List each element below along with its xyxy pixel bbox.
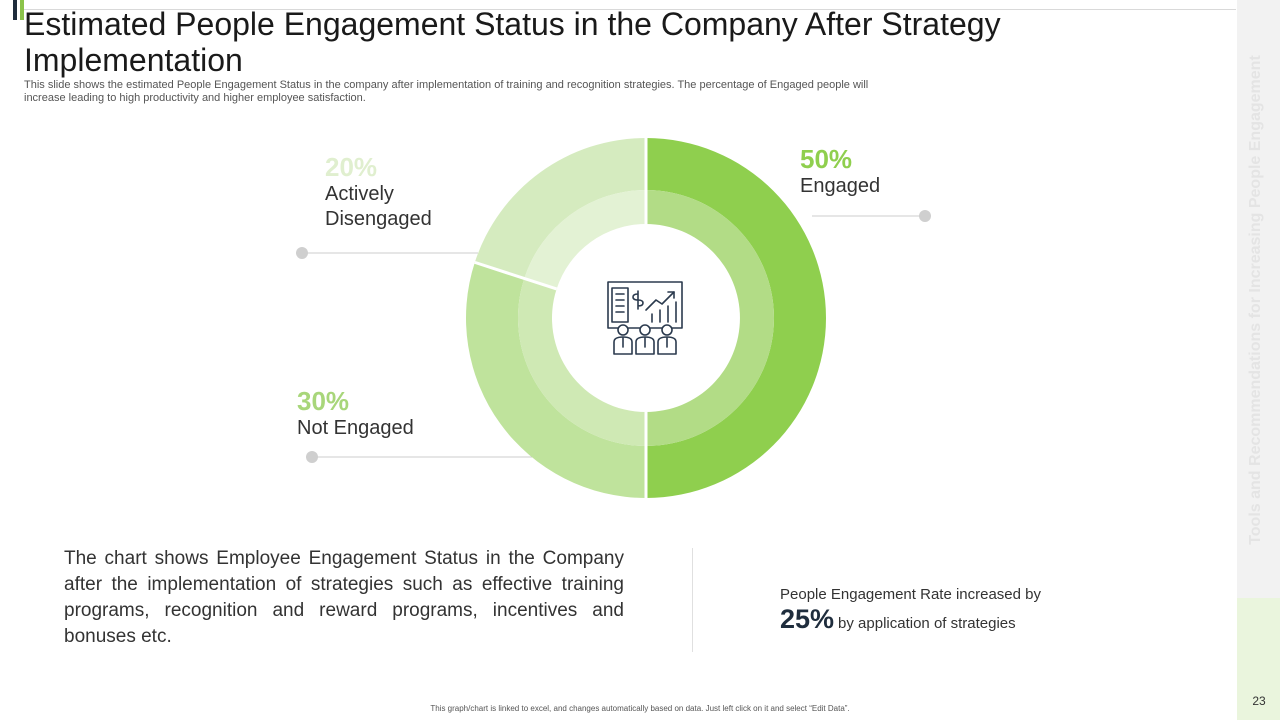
summary-divider — [692, 548, 693, 652]
accent-bar-green — [20, 0, 24, 20]
side-panel-accent — [1237, 598, 1280, 720]
summary-text: The chart shows Employee Engagement Stat… — [64, 548, 624, 647]
inner-slice-actively-disengaged — [524, 190, 646, 289]
business-presentation-icon — [607, 281, 683, 355]
inner-slice-engaged — [646, 190, 774, 446]
slice-separator — [474, 260, 558, 291]
slide-subtitle: This slide shows the estimated People En… — [24, 79, 869, 104]
engagement-rate-line: 25% by application of strategies — [780, 604, 1016, 635]
engagement-rate-value: 25% — [780, 604, 835, 634]
callout-engaged-label: Engaged — [800, 175, 881, 197]
callout-engaged: 50% Engaged — [800, 144, 880, 199]
leader-dot-engaged — [919, 210, 931, 222]
side-panel-title: Tools and Recommendations for Increasing… — [1247, 55, 1264, 545]
callout-not-engaged-label: Not Engaged — [297, 417, 414, 439]
accent-bar-dark — [13, 0, 17, 20]
leader-dot-actively-disengaged — [296, 247, 308, 259]
page-number: 23 — [1252, 694, 1266, 708]
slice-actively-disengaged — [474, 138, 646, 279]
slice-not-engaged — [466, 262, 646, 498]
callout-actively-disengaged-value: 20% — [325, 152, 378, 182]
slide-title: Estimated People Engagement Status in th… — [24, 6, 1001, 78]
inner-slice-not-engaged — [517, 278, 646, 446]
top-rule — [24, 9, 1236, 10]
callout-actively-disengaged-label: Actively Disengaged — [325, 183, 432, 230]
donut-chart — [296, 138, 931, 498]
slice-engaged — [646, 138, 826, 498]
callout-actively-disengaged: 20% Actively Disengaged — [325, 152, 475, 232]
engagement-rate-caption: People Engagement Rate increased by — [780, 586, 1042, 603]
leader-dot-not-engaged — [306, 451, 318, 463]
callout-not-engaged-value: 30% — [297, 386, 350, 416]
engagement-rate-suffix: by application of strategies — [838, 615, 1016, 632]
footnote: This graph/chart is linked to excel, and… — [430, 704, 850, 713]
callout-not-engaged: 30% Not Engaged — [297, 386, 414, 441]
callout-engaged-value: 50% — [800, 144, 853, 174]
